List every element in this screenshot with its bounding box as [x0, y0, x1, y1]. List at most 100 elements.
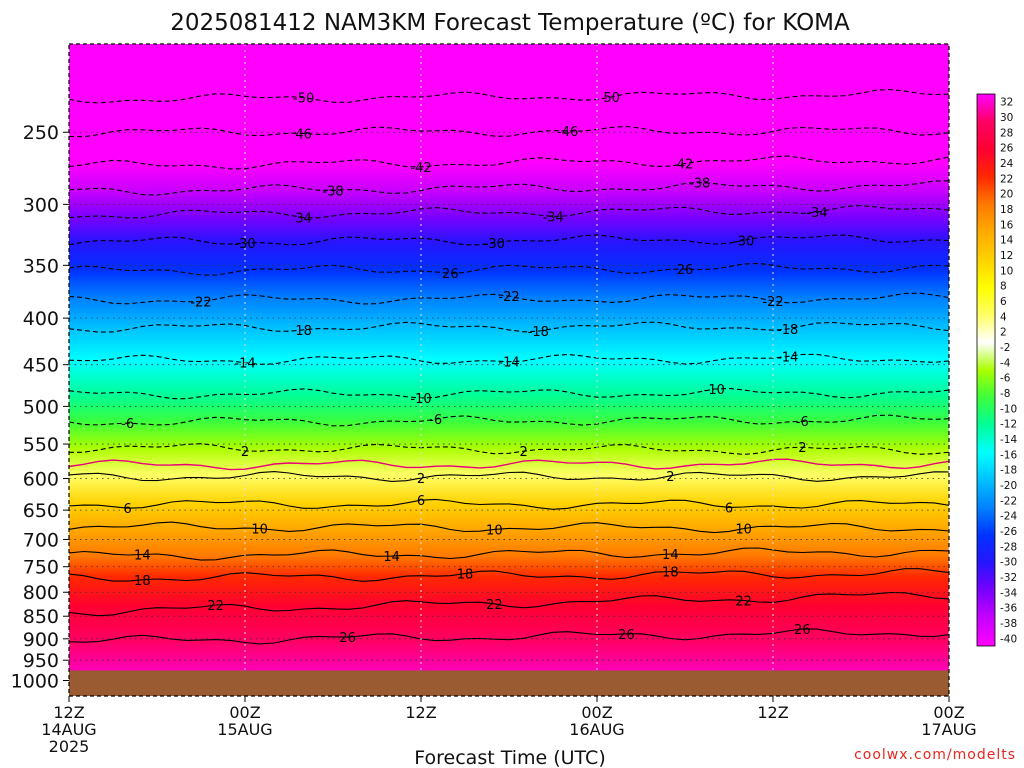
isotherm-label: -22: [190, 295, 211, 310]
x-tick-label: 12Z: [53, 703, 84, 722]
colorbar-label: -16: [1000, 449, 1017, 461]
isotherm-label: 42: [677, 158, 694, 173]
isotherm-label: -30: [234, 237, 255, 252]
y-tick-label: 500: [23, 396, 59, 418]
isotherm-line: [69, 471, 949, 482]
colorbar-label: 10: [1000, 265, 1013, 277]
isotherm-label: -38: [322, 184, 343, 199]
y-tick-label: 700: [23, 529, 59, 551]
x-tick-label: 14AUG: [41, 720, 96, 739]
isotherm-label: 14: [662, 548, 679, 563]
y-tick-label: 950: [23, 650, 59, 672]
colorbar-label: -10: [1000, 403, 1017, 415]
colorbar-label: -22: [1000, 495, 1017, 507]
isotherm-label: 34: [295, 212, 312, 227]
isotherm-line: [69, 125, 949, 138]
isotherm-line: [69, 547, 949, 561]
colorbar: 32 30 28 26 24 22 20 18 16 14 12 10 8 6 4 2 -2 -4 -6 -8 -10 -…: [976, 93, 1017, 647]
isotherm-label: 14: [134, 548, 151, 563]
isotherm-label: 14: [383, 550, 400, 565]
colorbar-label: 18: [1000, 204, 1013, 216]
y-tick-label: 1000: [11, 670, 59, 692]
colorbar-labels: 32 30 28 26 24 22 20 18 16 14 12 10 8 6 4 2 -2 -4 -6 -8 -10 -…: [1000, 97, 1017, 646]
y-tick-label: 250: [23, 122, 59, 144]
chart-title: 2025081412 NAM3KM Forecast Temperature (…: [170, 10, 850, 36]
x-tick-label: 12Z: [405, 703, 436, 722]
colorbar-label: 8: [1000, 281, 1007, 293]
isotherm-label: 26: [677, 263, 694, 278]
y-tick-label: 750: [23, 557, 59, 579]
isotherm-label: 2: [417, 472, 425, 487]
grid-lines: [69, 44, 949, 696]
isotherm-line: [69, 180, 949, 196]
plot-area: [69, 44, 949, 696]
isotherm-label: -34: [806, 206, 827, 221]
temperature-field: [69, 44, 949, 696]
colorbar-label: -18: [1000, 465, 1017, 477]
x-tick-label: 17AUG: [921, 720, 976, 739]
isotherm-line: [69, 443, 949, 455]
isotherm-line: [69, 353, 949, 365]
credit-text: coolwx.com/modelts: [854, 747, 1016, 763]
isotherm-label: -6: [429, 413, 442, 428]
isotherm-label: -18: [528, 325, 549, 340]
isotherm-label: -34: [542, 211, 563, 226]
ground-surface: [69, 670, 949, 696]
colorbar-label: 6: [1000, 296, 1007, 308]
colorbar-label: 20: [1000, 189, 1013, 201]
isotherm-label: -42: [410, 161, 431, 176]
x-tick-label: 00Z: [229, 703, 260, 722]
y-tick-label: 350: [23, 255, 59, 277]
y-tick-label: 850: [23, 606, 59, 628]
isotherm-label: 18: [295, 324, 312, 339]
colorbar-label: -32: [1000, 572, 1017, 584]
isotherm-line: [69, 458, 949, 471]
isotherm-label: 6: [417, 494, 425, 509]
isotherm-label: -14: [234, 357, 255, 372]
isotherm-line: [69, 568, 949, 582]
colorbar-label: -26: [1000, 526, 1017, 538]
isotherm-label: -18: [777, 323, 798, 338]
colorbar-label: -30: [1000, 557, 1017, 569]
isotherm-line: [69, 498, 949, 510]
isotherm-label: 2: [798, 441, 806, 456]
isotherm-label: 22: [735, 594, 752, 609]
colorbar-label: -38: [1000, 618, 1017, 630]
colorbar-swatch: [976, 93, 996, 647]
isotherm-label: 6: [725, 501, 733, 516]
isotherm-label: 6: [124, 502, 132, 517]
colorbar-label: 30: [1000, 112, 1013, 124]
isotherm-label: -50: [293, 92, 314, 107]
isotherm-label: 26: [442, 267, 459, 282]
colorbar-label: 16: [1000, 219, 1014, 231]
isotherm-line: [69, 387, 949, 400]
isotherm-label: 22: [207, 599, 224, 614]
isotherm-line: [69, 628, 949, 645]
isotherm-line: [69, 88, 949, 104]
isotherm-label: -30: [733, 234, 754, 249]
isotherm-label: 18: [662, 565, 679, 580]
colorbar-label: -34: [1000, 587, 1017, 599]
isotherm-label: 50: [603, 91, 620, 106]
isotherm-label: -10: [704, 383, 725, 398]
isotherm-label: -46: [557, 125, 578, 140]
colorbar-label: 2: [1000, 327, 1007, 339]
colorbar-label: -4: [1000, 357, 1011, 369]
y-tick-label: 900: [23, 629, 59, 651]
y-tick-label: 450: [23, 355, 59, 377]
colorbar-label: -14: [1000, 434, 1017, 446]
isotherm-label: 26: [794, 623, 811, 638]
colorbar-label: -28: [1000, 541, 1017, 553]
isotherm-label: -6: [121, 417, 134, 432]
isotherm-line: [69, 155, 949, 170]
colorbar-label: -2: [1000, 342, 1010, 354]
colorbar-label: -24: [1000, 511, 1017, 523]
colorbar-label: -6: [1000, 373, 1011, 385]
isotherm-label: -10: [410, 392, 431, 407]
x-tick-label: 16AUG: [569, 720, 624, 739]
x-tick-label: 15AUG: [217, 720, 272, 739]
colorbar-label: -40: [1000, 633, 1017, 645]
isotherm-label: -14: [498, 356, 519, 371]
